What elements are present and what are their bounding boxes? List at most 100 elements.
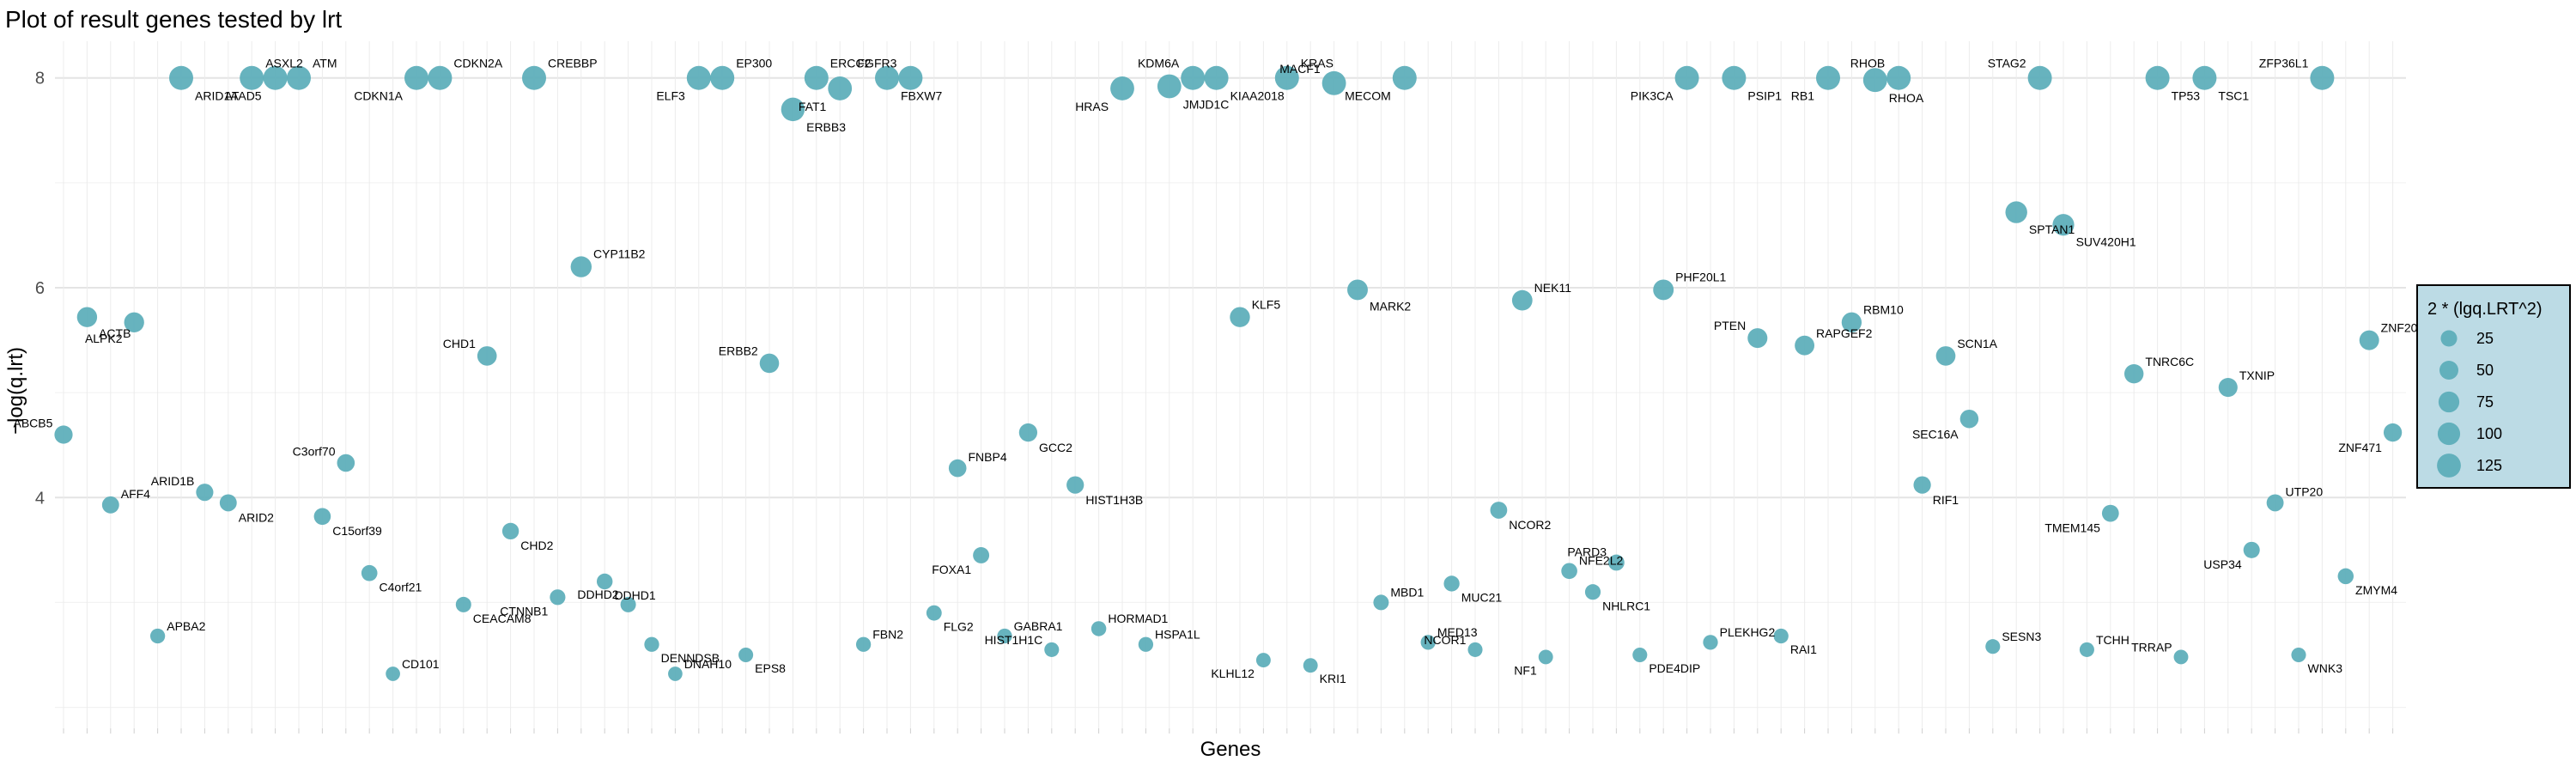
data-point	[997, 628, 1012, 644]
gene-label: FGFR3	[858, 57, 897, 70]
gene-label: NFE2L2	[1579, 553, 1624, 567]
data-point	[898, 65, 923, 90]
data-point	[1373, 594, 1389, 611]
gene-label: HRAS	[1075, 100, 1109, 113]
data-point	[2383, 423, 2403, 442]
gene-label: USP34	[2203, 557, 2242, 571]
data-point	[686, 65, 711, 90]
gene-label: CTNNB1	[500, 604, 548, 618]
gene-label: MECOM	[1345, 89, 1391, 103]
gene-label: FBXW7	[901, 89, 942, 103]
gene-label: KIAA2018	[1230, 89, 1285, 103]
gene-label: JMJD1C	[1183, 97, 1230, 111]
data-point	[1538, 649, 1553, 665]
gene-label: TRRAP	[2131, 640, 2172, 654]
data-point	[1018, 423, 1038, 442]
data-point	[1044, 642, 1060, 657]
gene-label: RAI1	[1790, 642, 1817, 656]
y-tick-label: 6	[35, 279, 45, 298]
data-point	[1157, 74, 1182, 99]
gene-label: TXNIP	[2239, 368, 2275, 382]
data-point	[76, 307, 98, 327]
data-point	[1490, 502, 1508, 519]
gene-label: FNBP4	[969, 450, 1007, 464]
data-point	[2079, 642, 2094, 657]
gene-label: ATM	[313, 57, 337, 70]
legend-symbol	[2437, 422, 2461, 446]
gene-label: RB1	[1791, 89, 1814, 103]
gene-label: NEK11	[1534, 281, 1572, 295]
data-point	[1274, 65, 1299, 90]
gene-label: KDM6A	[1138, 57, 1180, 70]
data-point	[1110, 76, 1134, 100]
y-axis-title: −log(q.lrt)	[4, 347, 27, 435]
gene-label: TSC1	[2218, 89, 2249, 103]
y-tick-label: 4	[35, 489, 45, 508]
gene-label: RAPGEF2	[1816, 326, 1873, 340]
grid-lines	[55, 41, 2406, 734]
data-point	[828, 76, 853, 100]
data-point	[263, 65, 288, 90]
data-point	[404, 65, 428, 90]
data-point	[2192, 65, 2217, 90]
gene-label: CHD2	[520, 539, 553, 552]
data-points	[54, 65, 2403, 681]
gene-label: TP53	[2172, 89, 2201, 103]
gene-label: ALPK2	[85, 332, 123, 345]
gene-label: SCN1A	[1957, 337, 1997, 350]
gene-label: RHOA	[1889, 91, 1924, 105]
data-point	[1653, 279, 1674, 301]
data-point	[1862, 68, 1887, 93]
gene-label: C4orf21	[380, 581, 422, 594]
gene-label: FBN2	[872, 628, 903, 642]
data-point	[1632, 647, 1648, 663]
data-point	[2173, 649, 2189, 665]
data-point	[570, 256, 592, 277]
gene-label: NHLRC1	[1602, 599, 1650, 612]
gene-label: HORMAD1	[1108, 612, 1168, 625]
data-point	[54, 425, 73, 444]
data-point	[1420, 635, 1436, 650]
gene-label: RBM10	[1863, 303, 1904, 317]
data-point	[644, 636, 659, 652]
data-point	[1321, 70, 1346, 95]
data-point	[668, 667, 683, 681]
gene-label: PARD3	[1567, 545, 1607, 559]
legend-label: 100	[2476, 425, 2502, 442]
gene-label: ERBB2	[719, 344, 758, 358]
gene-label: ZMYM4	[2355, 583, 2397, 597]
data-point	[361, 564, 378, 581]
gene-label: UTP20	[2286, 484, 2324, 498]
data-point	[1773, 628, 1789, 644]
x-axis-title: Genes	[1200, 738, 1261, 761]
data-point	[149, 628, 166, 644]
gene-label: STAG2	[1988, 57, 2026, 70]
legend-label: 75	[2476, 393, 2494, 411]
data-point	[1674, 65, 1699, 90]
data-point	[2291, 647, 2306, 663]
gene-label: HSPA1L	[1155, 628, 1200, 642]
data-point	[1722, 65, 1747, 90]
gene-label: ERBB3	[806, 120, 846, 134]
data-point	[710, 65, 735, 90]
gene-label: HIST1H1C	[985, 633, 1043, 647]
y-axis-ticks: 4 6 8	[35, 70, 45, 508]
gene-label: ZNF471	[2338, 441, 2382, 454]
gene-label: EP300	[736, 57, 772, 70]
data-point	[1935, 346, 1956, 366]
gene-label: ABCB5	[13, 416, 52, 429]
gene-label: DDHD1	[614, 588, 655, 602]
data-point	[1347, 279, 1368, 301]
gene-label: MED13	[1437, 625, 1478, 639]
gene-label: CREBBP	[548, 57, 598, 70]
data-point	[101, 496, 119, 514]
legend: 2 * (lgq.LRT^2) 25 50 75 100 125	[2416, 284, 2571, 489]
data-point	[240, 65, 264, 90]
gene-label: NCOR1	[1424, 633, 1466, 647]
gene-label: CEACAM8	[473, 612, 532, 625]
gene-label: PHF20L1	[1675, 271, 1726, 284]
chart-title: Plot of result genes tested by lrt	[5, 6, 342, 33]
legend-title: 2 * (lgq.LRT^2)	[2427, 300, 2543, 319]
gene-label: HIST1H3B	[1085, 493, 1143, 507]
data-point	[477, 346, 497, 366]
